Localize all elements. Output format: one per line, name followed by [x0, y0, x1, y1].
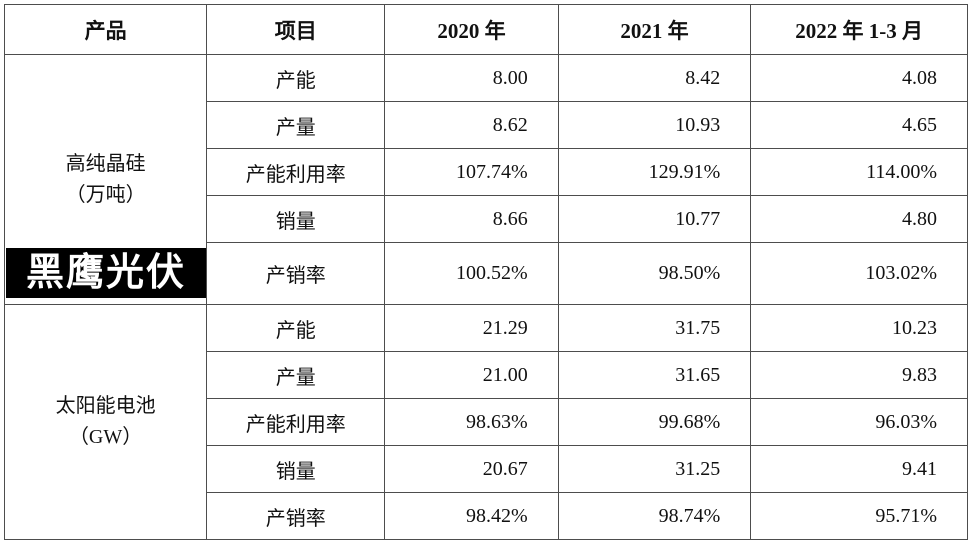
table-row: 产能利用率 107.74% 129.91% 114.00% — [5, 148, 968, 196]
value-cell: 8.62 — [384, 101, 559, 149]
value-cell: 31.65 — [557, 351, 752, 399]
value-cell: 8.00 — [384, 54, 559, 102]
value-cell: 31.75 — [557, 304, 752, 352]
value-cell: 9.41 — [750, 445, 968, 493]
value-cell: 10.23 — [750, 304, 968, 352]
item-cell: 产能 — [206, 54, 386, 102]
value-cell: 10.93 — [557, 101, 752, 149]
header-cell-2021: 2021 年 — [557, 4, 752, 55]
item-cell: 产量 — [206, 101, 386, 149]
value-cell: 4.80 — [750, 195, 968, 243]
value-cell: 20.67 — [384, 445, 559, 493]
value-cell: 10.77 — [557, 195, 752, 243]
item-cell: 产能利用率 — [206, 398, 386, 446]
value-cell: 98.42% — [384, 492, 559, 540]
table-row: 产量 21.00 31.65 9.83 — [5, 351, 968, 399]
table-row: 产能利用率 98.63% 99.68% 96.03% — [5, 398, 968, 446]
header-cell-product: 产品 — [3, 4, 208, 55]
value-cell: 21.29 — [384, 304, 559, 352]
item-cell: 销量 — [206, 195, 386, 243]
value-cell: 9.83 — [750, 351, 968, 399]
value-cell: 4.65 — [750, 101, 968, 149]
value-cell: 8.66 — [384, 195, 559, 243]
value-cell: 103.02% — [750, 242, 968, 305]
item-cell: 产销率 — [206, 242, 386, 305]
product-cell-solar: 太阳能电池 （GW） — [3, 304, 208, 540]
value-cell: 99.68% — [557, 398, 752, 446]
header-cell-item: 项目 — [206, 4, 386, 55]
value-cell: 95.71% — [750, 492, 968, 540]
value-cell: 98.74% — [557, 492, 752, 540]
table-row: 太阳能电池 （GW） 产能 21.29 31.75 10.23 — [3, 304, 968, 540]
value-cell: 8.42 — [557, 54, 752, 102]
value-cell: 98.63% — [384, 398, 559, 446]
table-row: 产销率 98.42% 98.74% 95.71% — [5, 492, 968, 540]
value-cell: 96.03% — [750, 398, 968, 446]
item-cell: 产量 — [206, 351, 386, 399]
value-cell: 98.50% — [557, 242, 752, 305]
value-cell: 4.08 — [750, 54, 968, 102]
item-cell: 产销率 — [206, 492, 386, 540]
value-cell: 100.52% — [384, 242, 559, 305]
production-table-container: 产品 项目 2020 年 2021 年 2022 年 1-3 月 高纯晶硅 （万… — [3, 4, 968, 540]
table-row: 销量 8.66 10.77 4.80 — [5, 195, 968, 243]
item-cell: 产能利用率 — [206, 148, 386, 196]
table-row: 高纯晶硅 （万吨） 产能 8.00 8.42 4.08 — [3, 54, 968, 305]
table-header-row: 产品 项目 2020 年 2021 年 2022 年 1-3 月 — [3, 4, 968, 55]
item-cell: 销量 — [206, 445, 386, 493]
table-row: 产销率 100.52% 98.50% 103.02% — [5, 242, 968, 305]
header-cell-2022: 2022 年 1-3 月 — [750, 4, 968, 55]
value-cell: 114.00% — [750, 148, 968, 196]
value-cell: 31.25 — [557, 445, 752, 493]
item-cell: 产能 — [206, 304, 386, 352]
value-cell: 21.00 — [384, 351, 559, 399]
header-cell-2020: 2020 年 — [384, 4, 559, 55]
production-table: 产品 项目 2020 年 2021 年 2022 年 1-3 月 高纯晶硅 （万… — [3, 4, 968, 540]
value-cell: 107.74% — [384, 148, 559, 196]
watermark-logo: 黑鹰光伏 — [6, 248, 206, 298]
value-cell: 129.91% — [557, 148, 752, 196]
